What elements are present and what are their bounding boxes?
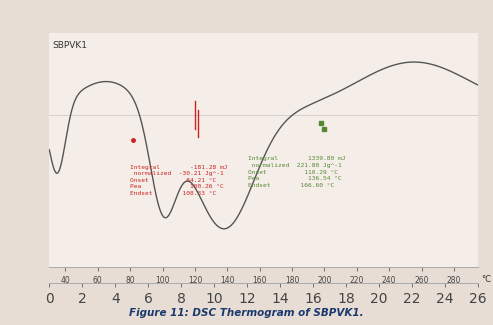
Text: SBPVK1: SBPVK1 <box>53 41 88 50</box>
Text: Figure 11: DSC Thermogram of SBPVK1.: Figure 11: DSC Thermogram of SBPVK1. <box>129 308 364 318</box>
Text: Integral        1339.80 mJ
 normalized  221.80 Jg^-1
Onset          110.29 °C
Pe: Integral 1339.80 mJ normalized 221.80 Jg… <box>248 156 346 188</box>
Text: °C: °C <box>482 275 492 284</box>
Text: Integral        -181.28 mJ
 normalized  -30.21 Jg^-1
Onset          84.21 °C
Pea: Integral -181.28 mJ normalized -30.21 Jg… <box>130 165 228 196</box>
